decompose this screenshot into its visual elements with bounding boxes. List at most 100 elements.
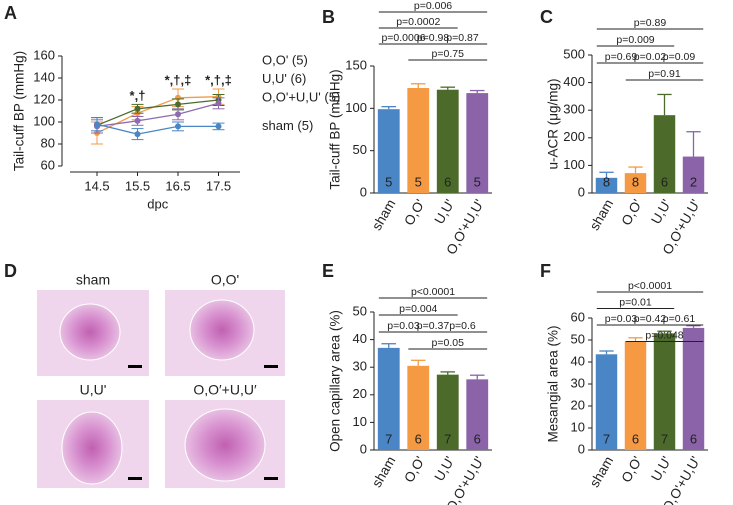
legend-label: O,O' (5) bbox=[262, 52, 308, 67]
panel-letter: B bbox=[322, 7, 335, 27]
y-tick-label: 400 bbox=[563, 74, 585, 89]
bar bbox=[595, 177, 618, 193]
legend-label: U,U' (6) bbox=[262, 71, 306, 86]
marker bbox=[94, 121, 100, 128]
n-label: 5 bbox=[415, 174, 422, 189]
y-axis-label: Tail-cuff BP (mmHg) bbox=[12, 51, 27, 171]
scale-bar bbox=[264, 477, 278, 480]
p-value: p=0.37 bbox=[417, 320, 450, 332]
marker bbox=[134, 117, 141, 124]
bar bbox=[407, 365, 430, 450]
panel-letter: F bbox=[540, 261, 551, 281]
glomerulus bbox=[59, 303, 121, 361]
y-tick-label: 100 bbox=[563, 157, 585, 172]
y-axis-label: Tail-cuff BP (mmHg) bbox=[328, 69, 343, 189]
n-label: 2 bbox=[690, 174, 697, 189]
bar bbox=[466, 379, 489, 450]
bar bbox=[466, 93, 489, 193]
p-value: p=0.01 bbox=[619, 296, 652, 308]
panel-letter: A bbox=[4, 3, 17, 23]
p-value: p=0.03 bbox=[387, 320, 420, 332]
n-label: 7 bbox=[661, 431, 668, 446]
y-tick-label: 30 bbox=[571, 375, 585, 390]
n-label: 6 bbox=[415, 431, 422, 446]
y-tick-label: 40 bbox=[353, 331, 367, 346]
y-tick-label: 60 bbox=[571, 309, 585, 324]
p-value: p=0.89 bbox=[634, 17, 667, 29]
legend-label: O,O'+U,U' (5) bbox=[262, 89, 340, 104]
x-tick-label: O,O' bbox=[401, 454, 428, 485]
marker bbox=[134, 105, 141, 112]
y-tick-label: 0 bbox=[360, 184, 367, 199]
bar bbox=[377, 109, 400, 193]
bar bbox=[436, 374, 459, 450]
bar bbox=[377, 347, 400, 450]
x-tick-label: sham bbox=[587, 454, 616, 490]
n-label: 6 bbox=[661, 174, 668, 189]
y-tick-label: 100 bbox=[345, 100, 367, 115]
n-label: 5 bbox=[385, 174, 392, 189]
n-label: 6 bbox=[474, 431, 481, 446]
y-tick-label: 100 bbox=[33, 113, 55, 128]
y-tick-label: 10 bbox=[353, 414, 367, 429]
y-tick-label: 0 bbox=[578, 441, 585, 456]
x-tick-label: O,O' bbox=[619, 454, 646, 485]
line bbox=[96, 123, 219, 135]
y-tick-label: 20 bbox=[571, 397, 585, 412]
line bbox=[96, 102, 219, 128]
y-tick-label: 200 bbox=[563, 129, 585, 144]
marker bbox=[175, 123, 181, 130]
p-value: p=0.02 bbox=[634, 51, 667, 63]
n-label: 6 bbox=[690, 431, 697, 446]
panel-letter: C bbox=[540, 7, 553, 27]
bar bbox=[407, 88, 430, 193]
p-value: p=0.98 bbox=[417, 32, 450, 44]
x-tick-label: 15.5 bbox=[125, 178, 150, 193]
y-tick-label: 60 bbox=[41, 157, 55, 172]
marker bbox=[134, 131, 141, 138]
p-value: p=0.0002 bbox=[396, 16, 440, 28]
x-tick-label: U,U' bbox=[432, 197, 458, 227]
annotation: *,† bbox=[130, 88, 146, 103]
y-tick-label: 0 bbox=[360, 441, 367, 456]
p-value: p=0.004 bbox=[399, 303, 437, 315]
x-tick-label: sham bbox=[369, 197, 398, 233]
panel-letter: D bbox=[4, 261, 17, 281]
scale-bar bbox=[128, 477, 142, 480]
image-label: O,O′+U,U′ bbox=[193, 382, 257, 398]
x-tick-label: U,U' bbox=[648, 454, 674, 484]
image-label: O,O' bbox=[211, 272, 239, 288]
legend-label: sham (5) bbox=[262, 118, 313, 133]
n-label: 7 bbox=[385, 431, 392, 446]
y-tick-label: 80 bbox=[41, 135, 55, 150]
y-axis-label: Open capillary area (%) bbox=[328, 310, 343, 452]
bar bbox=[624, 173, 647, 193]
histology bbox=[37, 290, 285, 488]
n-label: 7 bbox=[603, 431, 610, 446]
x-tick-label: U,U' bbox=[648, 197, 674, 227]
scale-bar bbox=[128, 365, 142, 368]
p-value: p=0.0006 bbox=[381, 32, 425, 44]
x-tick-label: O,O' bbox=[401, 197, 428, 228]
p-value: p=0.03 bbox=[605, 313, 638, 325]
y-tick-label: 0 bbox=[578, 184, 585, 199]
p-value: p=0.05 bbox=[432, 337, 465, 349]
p-value: p=0.91 bbox=[648, 68, 681, 80]
y-axis-label: u-ACR (μg/mg) bbox=[546, 78, 561, 169]
y-tick-label: 30 bbox=[353, 359, 367, 374]
bar bbox=[595, 354, 618, 450]
bar bbox=[682, 327, 705, 450]
glomerulus bbox=[61, 411, 123, 485]
p-value: p=0.42 bbox=[634, 313, 667, 325]
p-value: p=0.61 bbox=[663, 313, 696, 325]
x-tick-label: sham bbox=[587, 197, 616, 233]
x-tick-label: U,U' bbox=[432, 454, 458, 484]
bar bbox=[682, 156, 705, 193]
y-tick-label: 500 bbox=[563, 46, 585, 61]
image-label: U,U' bbox=[80, 382, 107, 398]
annotation: *,†,‡ bbox=[165, 72, 192, 87]
p-value: p=0.006 bbox=[414, 0, 452, 12]
y-tick-label: 150 bbox=[345, 57, 367, 72]
